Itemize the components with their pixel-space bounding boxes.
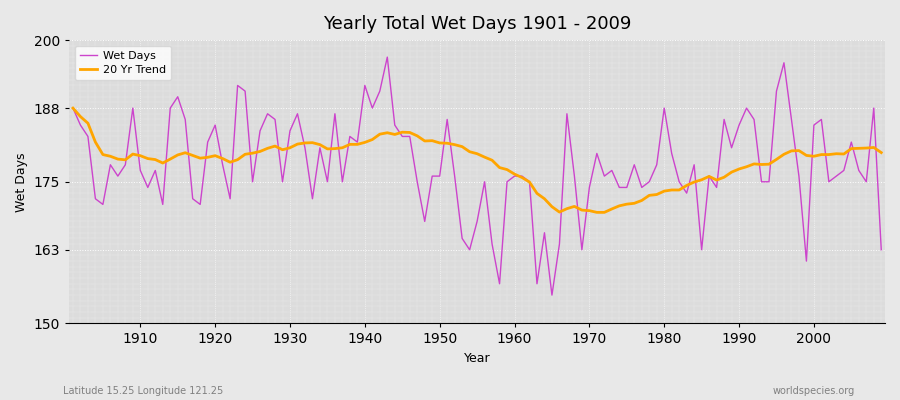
Wet Days: [614, 185, 625, 190]
Wet Days: [128, 106, 139, 110]
X-axis label: Year: Year: [464, 352, 490, 365]
Wet Days: [517, 174, 527, 178]
20 Yr Trend: [128, 152, 139, 156]
Legend: Wet Days, 20 Yr Trend: Wet Days, 20 Yr Trend: [75, 46, 171, 80]
Wet Days: [546, 293, 557, 298]
Y-axis label: Wet Days: Wet Days: [15, 152, 28, 212]
20 Yr Trend: [607, 206, 617, 211]
20 Yr Trend: [292, 142, 303, 146]
20 Yr Trend: [509, 172, 520, 176]
Line: Wet Days: Wet Days: [73, 57, 881, 295]
Wet Days: [292, 111, 303, 116]
20 Yr Trend: [876, 150, 886, 155]
20 Yr Trend: [501, 167, 512, 172]
Wet Days: [876, 247, 886, 252]
Wet Days: [337, 179, 347, 184]
Line: 20 Yr Trend: 20 Yr Trend: [73, 108, 881, 212]
Wet Days: [68, 106, 78, 110]
20 Yr Trend: [68, 106, 78, 110]
20 Yr Trend: [591, 210, 602, 215]
20 Yr Trend: [337, 145, 347, 150]
Wet Days: [382, 55, 392, 60]
Wet Days: [509, 174, 520, 178]
Text: worldspecies.org: worldspecies.org: [773, 386, 855, 396]
Title: Yearly Total Wet Days 1901 - 2009: Yearly Total Wet Days 1901 - 2009: [323, 15, 631, 33]
Text: Latitude 15.25 Longitude 121.25: Latitude 15.25 Longitude 121.25: [63, 386, 223, 396]
